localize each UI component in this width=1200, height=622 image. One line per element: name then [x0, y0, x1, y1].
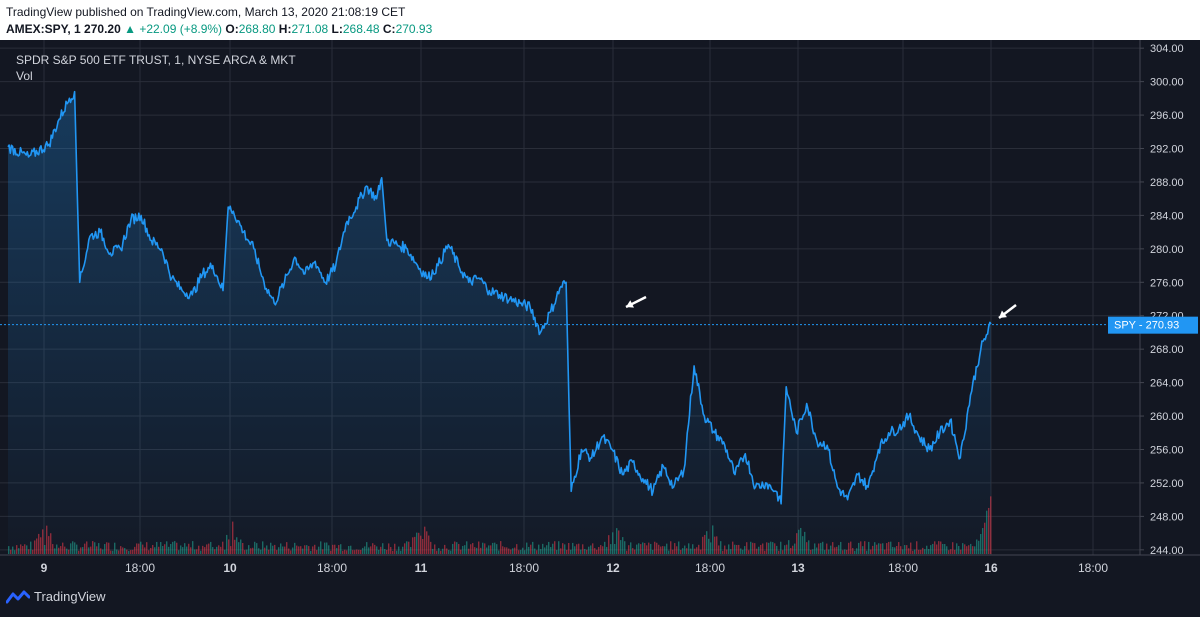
- last-price: 270.20: [84, 22, 121, 36]
- annotation-arrow-rally: [998, 304, 1017, 319]
- annotation-arrow-head: [626, 300, 634, 308]
- volume-label: Vol: [16, 69, 33, 83]
- x-tick-label: 18:00: [317, 561, 347, 575]
- y-tick-label: 292.00: [1150, 144, 1184, 156]
- y-tick-label: 244.00: [1150, 545, 1184, 557]
- price-chart[interactable]: 244.00 248.00 252.00 256.00 260.00 264.00 268.…: [0, 40, 1200, 617]
- x-tick-label: 18:00: [509, 561, 539, 575]
- x-tick-label: 10: [223, 561, 237, 575]
- x-tick-label: 9: [41, 561, 48, 575]
- up-arrow-icon: ▲: [124, 22, 136, 36]
- x-tick-label: 18:00: [1078, 561, 1108, 575]
- chart-panel[interactable]: 244.00 248.00 252.00 256.00 260.00 264.00 268.…: [0, 40, 1200, 617]
- annotations: [625, 295, 1017, 319]
- y-tick-label: 260.00: [1150, 411, 1184, 423]
- time-axis: 9 18:00 10 18:00 11 18:00 12 18:00 13 18:00 16 18:0…: [0, 554, 1200, 575]
- high-value: 271.08: [291, 22, 329, 36]
- x-tick-label: 16: [984, 561, 998, 575]
- chart-header: TradingView published on TradingView.com…: [0, 0, 1200, 40]
- tradingview-logo-icon: [6, 590, 30, 603]
- x-tick-label: 18:00: [125, 561, 155, 575]
- open-label: O:: [225, 22, 239, 36]
- price-area-fill: [8, 91, 991, 554]
- annotation-arrow-head: [999, 310, 1007, 318]
- price-axis: 244.00 248.00 252.00 256.00 260.00 264.00 268.…: [1139, 40, 1200, 557]
- close-value: 270.93: [395, 22, 433, 36]
- x-tick-label: 18:00: [888, 561, 918, 575]
- price-line: [7, 90, 992, 505]
- y-tick-label: 288.00: [1150, 177, 1184, 189]
- y-tick-label: 304.00: [1150, 43, 1184, 55]
- low-value: 268.48: [342, 22, 380, 36]
- price-tag: [1108, 316, 1198, 334]
- y-tick-label: 252.00: [1150, 478, 1184, 490]
- series-title: SPDR S&P 500 ETF TRUST, 1, NYSE ARCA & M…: [16, 53, 296, 67]
- x-tick-label: 11: [415, 561, 428, 575]
- low-label: L:: [331, 22, 343, 36]
- price-axis-background: [1140, 40, 1200, 555]
- tradingview-logo[interactable]: TradingView: [6, 589, 106, 604]
- y-tick-label: 280.00: [1150, 244, 1184, 256]
- y-tick-label: 284.00: [1150, 210, 1184, 222]
- y-tick-label: 256.00: [1150, 444, 1184, 456]
- close-label: C:: [382, 22, 396, 36]
- x-tick-label: 18:00: [695, 561, 725, 575]
- y-tick-label: 300.00: [1150, 77, 1184, 89]
- x-tick-label: 13: [791, 561, 805, 575]
- y-tick-label: 296.00: [1150, 110, 1184, 122]
- annotation-arrow-selloff: [625, 295, 647, 309]
- price-change: +22.09 (+8.9%): [139, 22, 223, 36]
- publish-info: TradingView published on TradingView.com…: [6, 5, 406, 19]
- y-tick-label: 268.00: [1150, 344, 1184, 356]
- y-tick-label: 248.00: [1150, 511, 1184, 523]
- high-label: H:: [278, 22, 292, 36]
- ohlc-readout: AMEX:SPY, 1 270.20 ▲ +22.09 (+8.9%) O:26…: [6, 22, 432, 36]
- tradingview-logo-text: TradingView: [34, 589, 106, 604]
- x-tick-label: 12: [606, 561, 620, 575]
- price-tag-label: SPY - 270.93: [1114, 320, 1179, 332]
- symbol-label[interactable]: AMEX:SPY, 1: [6, 22, 81, 36]
- y-tick-label: 276.00: [1150, 277, 1184, 289]
- open-value: 268.80: [238, 22, 276, 36]
- y-tick-label: 264.00: [1150, 378, 1184, 390]
